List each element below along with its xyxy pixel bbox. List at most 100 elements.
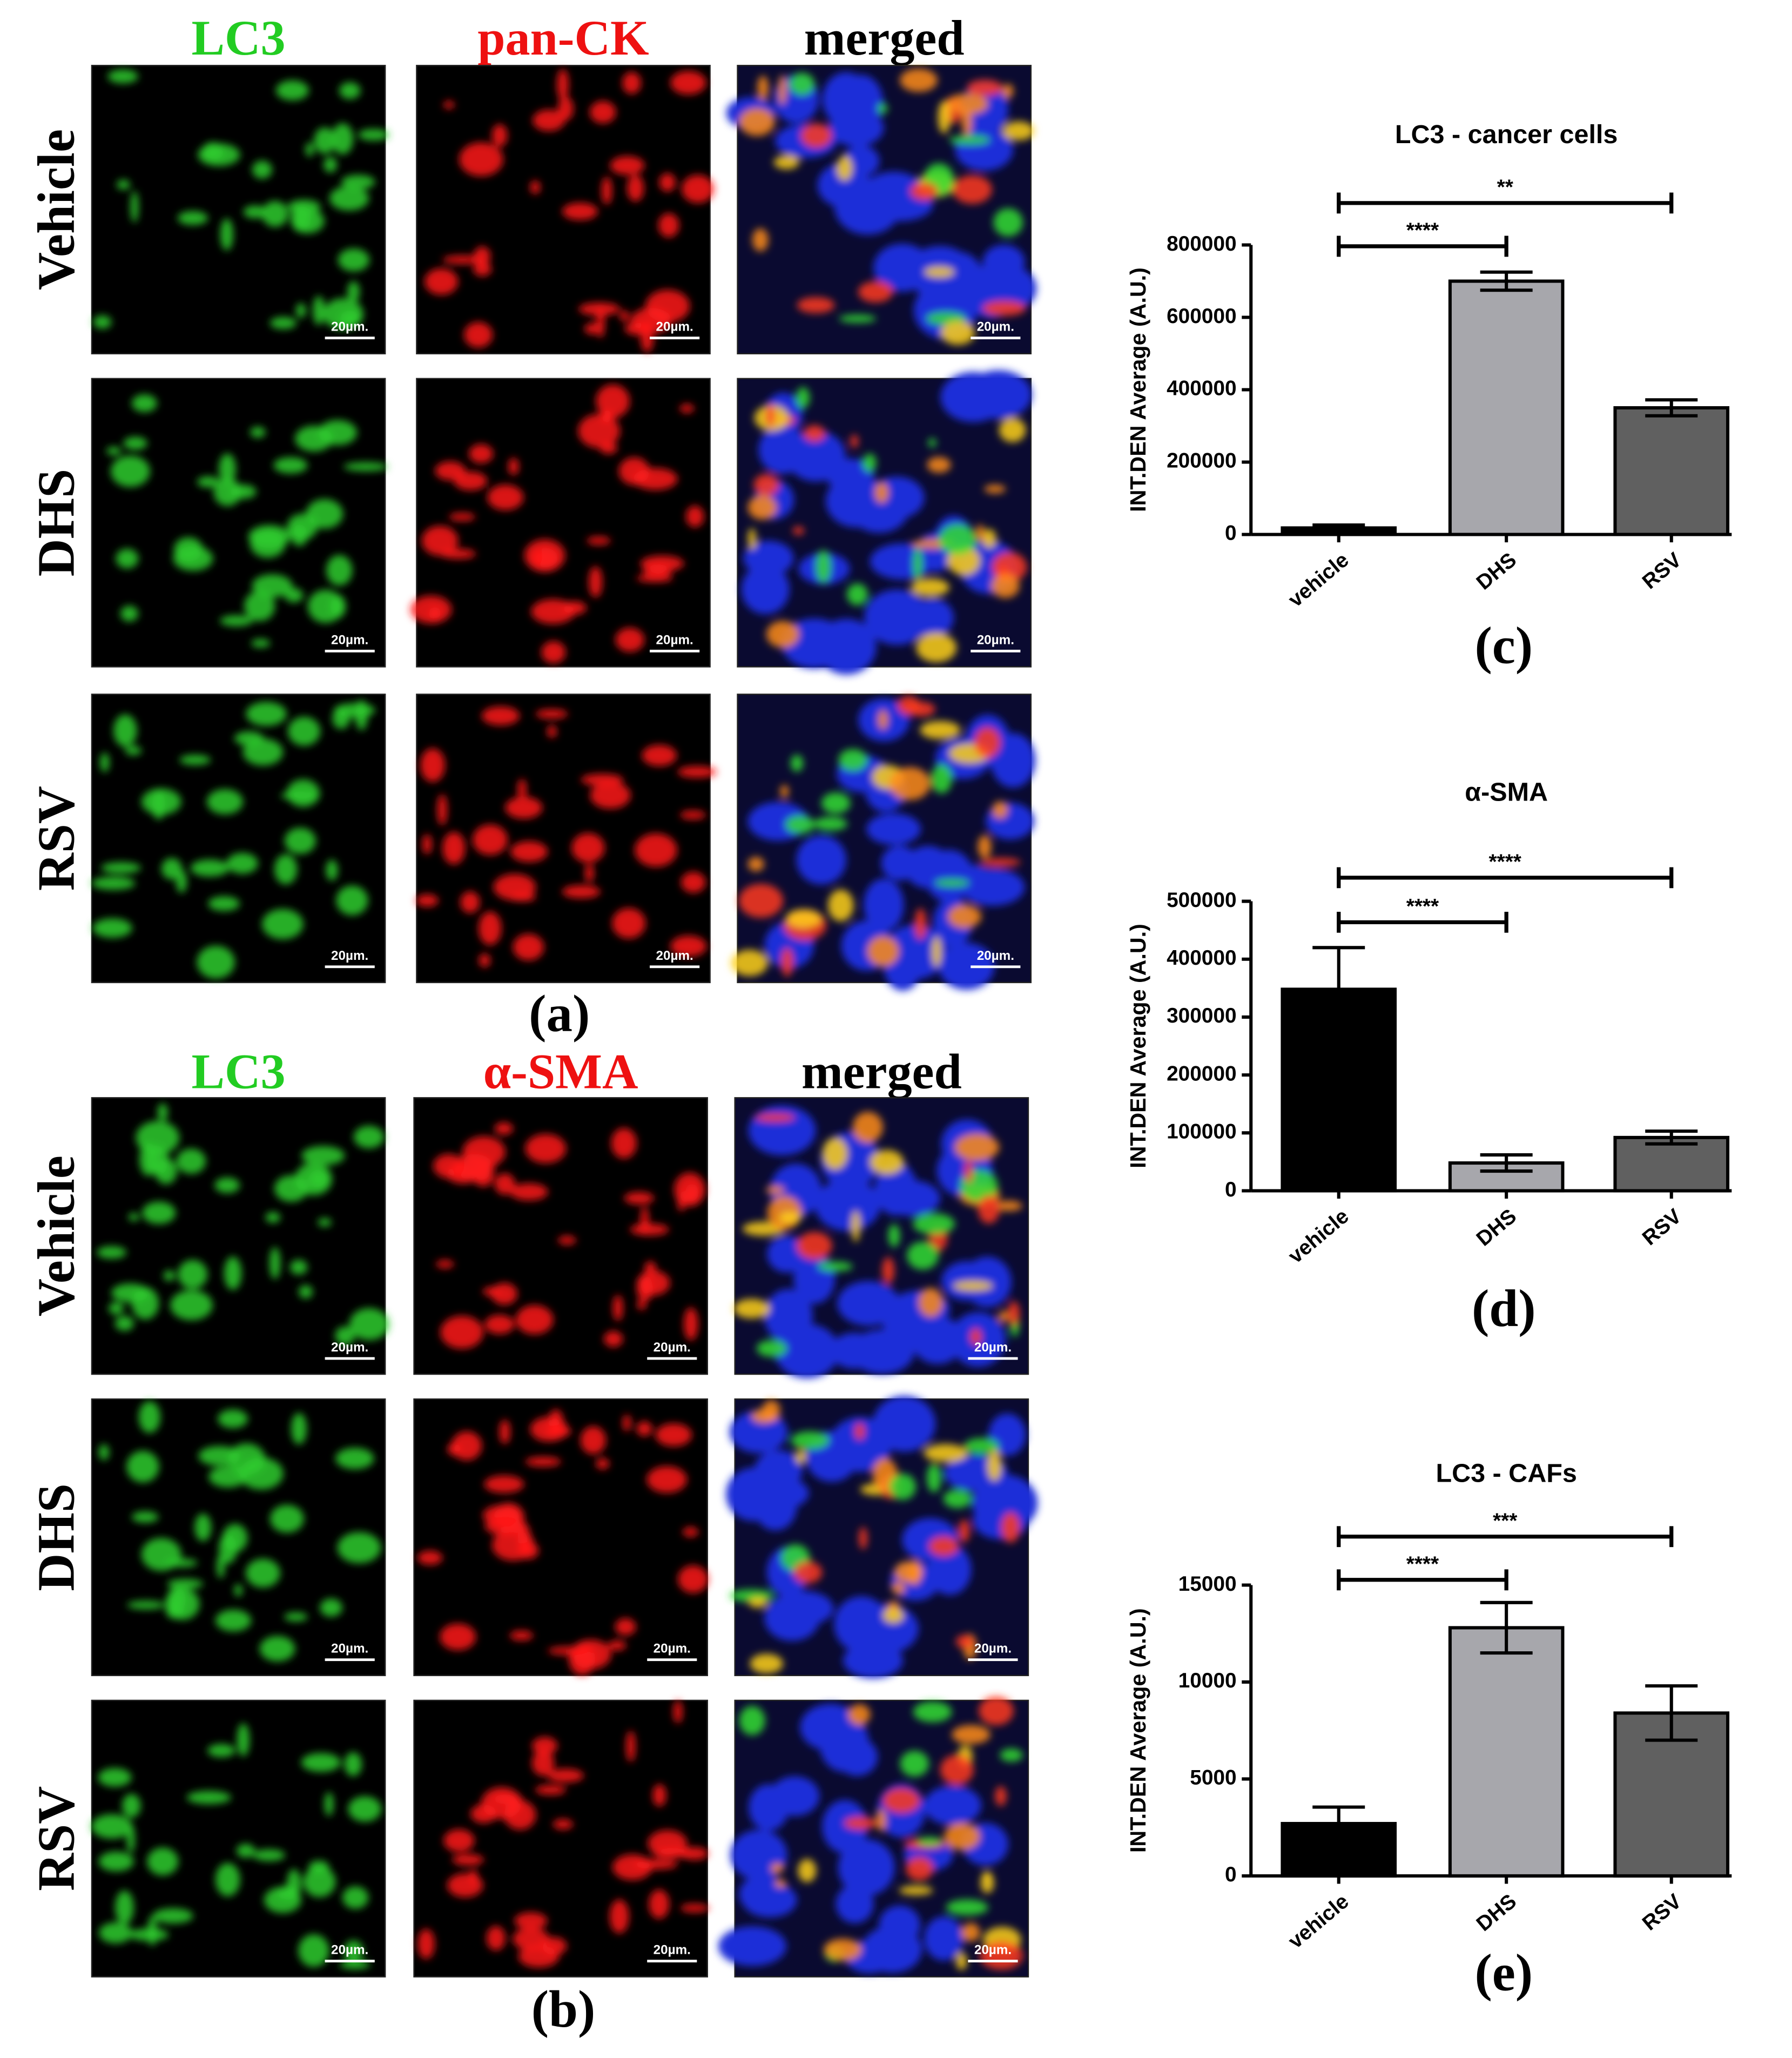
stain xyxy=(850,434,859,448)
stain xyxy=(878,710,888,730)
stain xyxy=(226,852,258,874)
stain xyxy=(563,601,587,615)
stain xyxy=(961,1922,980,1942)
micrograph: 20µm. xyxy=(91,1398,386,1677)
stain xyxy=(897,696,920,715)
stain xyxy=(677,1191,685,1212)
stain xyxy=(165,1558,198,1568)
scale-bar-label: 20µm. xyxy=(977,320,1014,334)
stain xyxy=(738,884,784,918)
nucleus xyxy=(861,171,926,218)
stain xyxy=(801,123,832,148)
stain xyxy=(766,621,799,648)
stain xyxy=(131,394,157,412)
scale-bar-label: 20µm. xyxy=(331,1642,368,1656)
stain xyxy=(791,1431,830,1450)
stain xyxy=(1002,83,1014,99)
stain xyxy=(755,1113,795,1122)
stain xyxy=(299,1285,313,1299)
y-tick-label: 200000 xyxy=(1167,1062,1236,1085)
x-tick-label: DHS xyxy=(1472,548,1521,595)
stain xyxy=(562,885,601,899)
stain xyxy=(610,156,645,175)
stain xyxy=(107,69,138,84)
stain xyxy=(287,199,321,214)
stain xyxy=(894,1561,922,1583)
stain xyxy=(337,1532,381,1564)
stain xyxy=(443,1829,475,1852)
stain xyxy=(888,1473,916,1500)
stain xyxy=(131,1287,159,1320)
stain xyxy=(230,484,257,499)
stain xyxy=(284,828,316,855)
stain xyxy=(442,255,483,265)
stain xyxy=(494,1173,515,1195)
stain xyxy=(436,1260,454,1268)
stain xyxy=(452,1431,482,1461)
stain xyxy=(532,1737,558,1755)
stain xyxy=(482,1287,501,1296)
stain xyxy=(295,426,333,452)
stain xyxy=(186,1791,231,1804)
scale-bar-label: 20µm. xyxy=(656,320,693,334)
stain xyxy=(98,1768,132,1787)
stain xyxy=(473,1164,494,1187)
micrograph-texture xyxy=(93,69,389,330)
stain xyxy=(244,590,275,621)
stain xyxy=(992,552,1027,582)
stain xyxy=(338,248,370,272)
stain xyxy=(525,1134,567,1163)
stain xyxy=(98,1444,110,1461)
stain xyxy=(98,1851,134,1872)
stain xyxy=(479,911,502,945)
stain xyxy=(147,1916,157,1946)
nucleus xyxy=(729,1410,788,1454)
significance-label: ** xyxy=(1497,176,1514,199)
stain xyxy=(416,894,439,907)
stain xyxy=(343,1940,363,1961)
stain xyxy=(250,529,286,558)
stain xyxy=(636,1421,652,1436)
stain xyxy=(906,1857,933,1881)
stain xyxy=(839,314,877,323)
stain xyxy=(253,1849,286,1861)
stain xyxy=(630,307,672,334)
stain xyxy=(343,462,388,472)
micrograph-texture xyxy=(718,1696,1023,1974)
stain xyxy=(911,578,949,597)
stain xyxy=(486,1926,506,1951)
stain xyxy=(541,1937,567,1955)
stain xyxy=(731,950,768,977)
stain xyxy=(655,1423,692,1447)
stain xyxy=(443,100,455,109)
stain xyxy=(142,1201,176,1225)
stain xyxy=(557,97,574,120)
stain xyxy=(733,1299,770,1319)
stain xyxy=(170,1290,213,1321)
stain xyxy=(440,1315,484,1349)
stain xyxy=(646,1466,687,1493)
stain xyxy=(929,1536,959,1556)
stain xyxy=(752,228,769,252)
stain xyxy=(219,453,236,485)
stain xyxy=(961,108,972,136)
stain xyxy=(417,1550,443,1565)
nucleus xyxy=(938,943,995,990)
nucleus xyxy=(753,1480,797,1531)
stain xyxy=(347,281,360,302)
stain xyxy=(136,1121,180,1155)
micrograph: 20µm. xyxy=(737,370,1032,675)
stain xyxy=(790,755,804,772)
column-header: merged xyxy=(801,1044,962,1099)
micrograph: 20µm. xyxy=(416,694,717,984)
stain xyxy=(454,471,488,490)
stain xyxy=(798,1859,817,1882)
stain xyxy=(773,155,799,170)
stain xyxy=(176,1148,206,1174)
stain xyxy=(474,246,491,266)
stain xyxy=(913,1701,952,1723)
y-tick-label: 600000 xyxy=(1167,305,1236,328)
stain xyxy=(146,1145,169,1175)
stain xyxy=(920,721,961,739)
stain xyxy=(128,1213,139,1221)
